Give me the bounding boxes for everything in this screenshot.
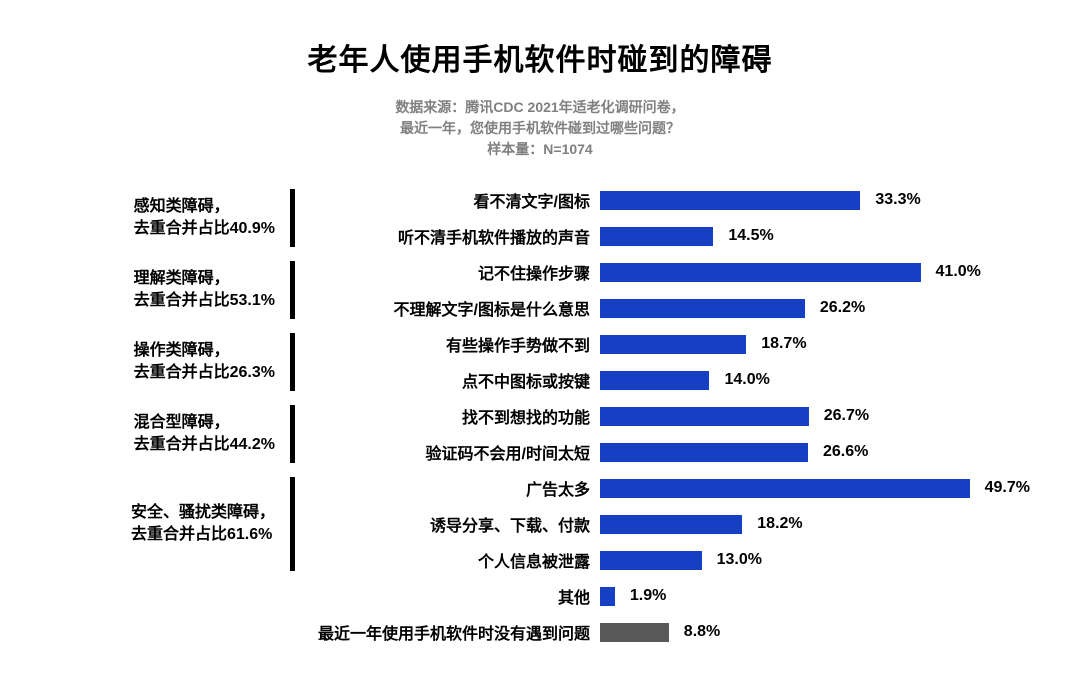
- bar-label: 最近一年使用手机软件时没有遇到问题: [295, 620, 600, 644]
- group-label-line: 去重合并占比40.9%: [134, 220, 275, 237]
- bar-label: 看不清文字/图标: [295, 188, 600, 212]
- bar-track: 18.2%: [600, 515, 1030, 534]
- category-group: 混合型障碍， 去重合并占比44.2%: [50, 398, 295, 470]
- group-label-line: 去重合并占比53.1%: [134, 292, 275, 309]
- bar-value: 18.2%: [757, 515, 802, 533]
- group-label-line: 去重合并占比61.6%: [131, 526, 272, 543]
- bar-value: 33.3%: [875, 191, 920, 209]
- category-group-label: 理解类障碍， 去重合并占比53.1%: [134, 268, 275, 311]
- bar-fill: [600, 299, 805, 318]
- subtitle-line: 数据来源：腾讯CDC 2021年适老化调研问卷，: [395, 99, 684, 115]
- bar-value: 26.7%: [824, 407, 869, 425]
- bar-track: 14.0%: [600, 371, 1030, 390]
- category-group: 理解类障碍， 去重合并占比53.1%: [50, 254, 295, 326]
- bar-row: 有些操作手势做不到 18.7%: [295, 326, 1030, 362]
- bar-fill: [600, 335, 746, 354]
- category-groups: 感知类障碍， 去重合并占比40.9% 理解类障碍， 去重合并占比53.1% 操作类障碍，…: [50, 182, 295, 578]
- group-label-line: 安全、骚扰类障碍，: [131, 504, 275, 521]
- bar-fill: [600, 371, 709, 390]
- bar-fill: [600, 263, 921, 282]
- bar-track: 8.8%: [600, 623, 1030, 642]
- bar-fill: [600, 479, 970, 498]
- bar-fill: [600, 407, 809, 426]
- group-label-line: 去重合并占比44.2%: [134, 436, 275, 453]
- subtitle-line: 最近一年，您使用手机软件碰到过哪些问题？: [400, 120, 680, 136]
- bar-label: 点不中图标或按键: [295, 368, 600, 392]
- bar-row: 其他 1.9%: [295, 578, 1030, 614]
- group-label-line: 理解类障碍，: [134, 270, 230, 287]
- bar-fill: [600, 227, 713, 246]
- bar-label: 找不到想找的功能: [295, 404, 600, 428]
- bar-value: 49.7%: [985, 479, 1030, 497]
- chart-area: 感知类障碍， 去重合并占比40.9% 理解类障碍， 去重合并占比53.1% 操作类障碍，…: [50, 182, 1030, 650]
- bar-label: 有些操作手势做不到: [295, 332, 600, 356]
- bar-row: 广告太多 49.7%: [295, 470, 1030, 506]
- bar-label: 记不住操作步骤: [295, 260, 600, 284]
- bar-track: 1.9%: [600, 587, 1030, 606]
- bar-track: 13.0%: [600, 551, 1030, 570]
- bar-row: 点不中图标或按键 14.0%: [295, 362, 1030, 398]
- category-group: 操作类障碍， 去重合并占比26.3%: [50, 326, 295, 398]
- bar-label: 个人信息被泄露: [295, 548, 600, 572]
- bar-fill: [600, 623, 669, 642]
- bar-track: 41.0%: [600, 263, 1030, 282]
- bar-row: 个人信息被泄露 13.0%: [295, 542, 1030, 578]
- bar-row: 记不住操作步骤 41.0%: [295, 254, 1030, 290]
- category-group-label: 感知类障碍， 去重合并占比40.9%: [134, 196, 275, 239]
- bar-fill: [600, 515, 742, 534]
- bar-value: 26.6%: [823, 443, 868, 461]
- bar-track: 49.7%: [600, 479, 1030, 498]
- category-group-label: 安全、骚扰类障碍， 去重合并占比61.6%: [131, 502, 275, 545]
- bar-label: 广告太多: [295, 476, 600, 500]
- bar-track: 18.7%: [600, 335, 1030, 354]
- bar-track: 26.2%: [600, 299, 1030, 318]
- bar-track: 33.3%: [600, 191, 1030, 210]
- chart-title: 老年人使用手机软件时碰到的障碍: [50, 35, 1030, 79]
- bar-value: 26.2%: [820, 299, 865, 317]
- bar-label: 其他: [295, 584, 600, 608]
- subtitle-line: 样本量：N=1074: [487, 141, 592, 157]
- bar-label: 验证码不会用/时间太短: [295, 440, 600, 464]
- category-group: 安全、骚扰类障碍， 去重合并占比61.6%: [50, 470, 295, 578]
- bar-track: 26.7%: [600, 407, 1030, 426]
- bar-row: 听不清手机软件播放的声音 14.5%: [295, 218, 1030, 254]
- category-group-label: 操作类障碍， 去重合并占比26.3%: [134, 340, 275, 383]
- bar-fill: [600, 191, 860, 210]
- bar-track: 14.5%: [600, 227, 1030, 246]
- bar-fill: [600, 587, 615, 606]
- group-label-line: 混合型障碍，: [134, 414, 230, 431]
- bar-row: 验证码不会用/时间太短 26.6%: [295, 434, 1030, 470]
- group-label-line: 感知类障碍，: [134, 198, 230, 215]
- bar-value: 14.0%: [724, 371, 769, 389]
- bar-row: 找不到想找的功能 26.7%: [295, 398, 1030, 434]
- bar-label: 不理解文字/图标是什么意思: [295, 296, 600, 320]
- bar-row: 诱导分享、下载、付款 18.2%: [295, 506, 1030, 542]
- group-label-line: 去重合并占比26.3%: [134, 364, 275, 381]
- bar-label: 听不清手机软件播放的声音: [295, 224, 600, 248]
- bar-row: 看不清文字/图标 33.3%: [295, 182, 1030, 218]
- category-group: 感知类障碍， 去重合并占比40.9%: [50, 182, 295, 254]
- bar-fill: [600, 551, 702, 570]
- bar-track: 26.6%: [600, 443, 1030, 462]
- bar-value: 1.9%: [630, 587, 666, 605]
- bar-rows: 看不清文字/图标 33.3% 听不清手机软件播放的声音 14.5% 记不住操作步骤 41.…: [295, 182, 1030, 650]
- category-group-label: 混合型障碍， 去重合并占比44.2%: [134, 412, 275, 455]
- bar-value: 8.8%: [684, 623, 720, 641]
- bar-label: 诱导分享、下载、付款: [295, 512, 600, 536]
- bar-value: 18.7%: [761, 335, 806, 353]
- bar-value: 13.0%: [717, 551, 762, 569]
- group-label-line: 操作类障碍，: [134, 342, 230, 359]
- chart-subtitle: 数据来源：腾讯CDC 2021年适老化调研问卷， 最近一年，您使用手机软件碰到过…: [50, 97, 1030, 160]
- bar-fill: [600, 443, 808, 462]
- bar-row: 最近一年使用手机软件时没有遇到问题 8.8%: [295, 614, 1030, 650]
- bar-value: 41.0%: [936, 263, 981, 281]
- bar-value: 14.5%: [728, 227, 773, 245]
- bar-row: 不理解文字/图标是什么意思 26.2%: [295, 290, 1030, 326]
